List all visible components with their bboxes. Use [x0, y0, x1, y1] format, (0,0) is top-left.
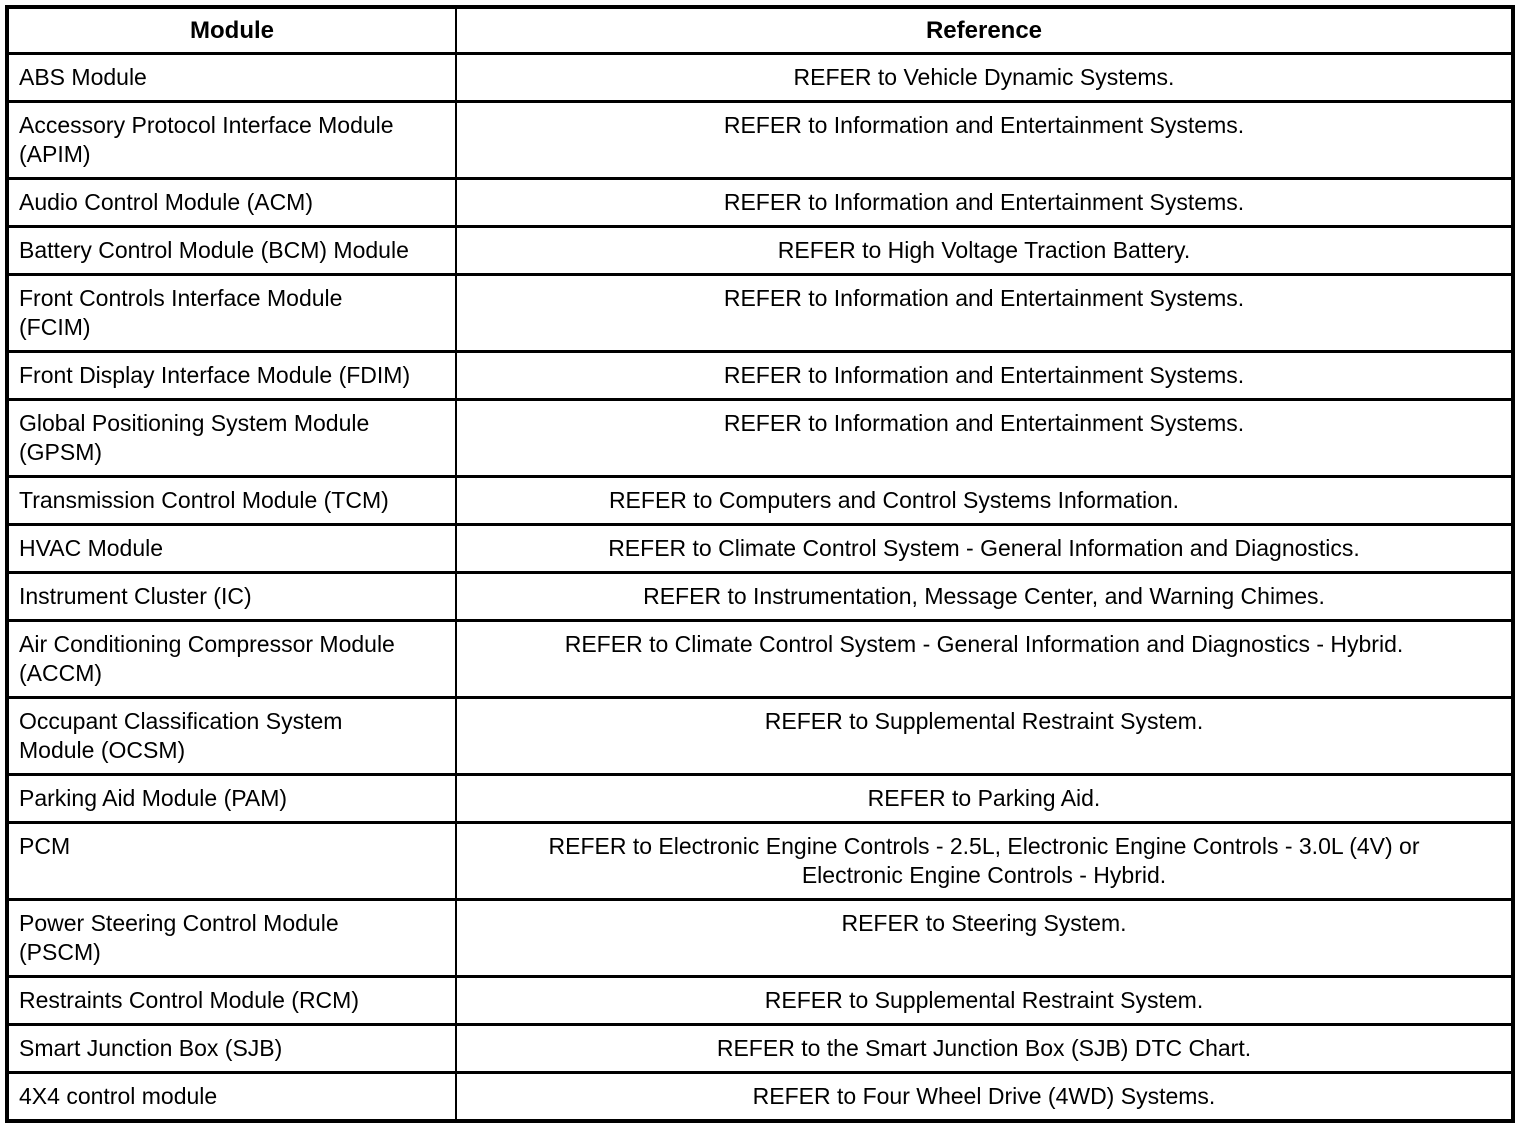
- table-row: Front Display Interface Module (FDIM) REF…: [5, 350, 1515, 401]
- table-row: Occupant Classification System Module (O…: [5, 696, 1515, 776]
- reference-cell: REFER to Information and Entertainment S…: [455, 100, 1515, 180]
- reference-cell: REFER to Information and Entertainment S…: [455, 398, 1515, 478]
- module-cell: Front Controls Interface Module (FCIM): [5, 273, 457, 353]
- reference-cell: REFER to Instrumentation, Message Center…: [455, 571, 1515, 622]
- module-cell: Air Conditioning Compressor Module (ACCM…: [5, 619, 457, 699]
- table-row: ABS Module REFER to Vehicle Dynamic Syste…: [5, 52, 1515, 103]
- module-cell: Transmission Control Module (TCM): [5, 475, 457, 526]
- reference-cell: REFER to Parking Aid.: [455, 773, 1515, 824]
- reference-cell: REFER to Supplemental Restraint System.: [455, 975, 1515, 1026]
- module-cell: Restraints Control Module (RCM): [5, 975, 457, 1026]
- table-row: PCM REFER to Electronic Engine Controls -…: [5, 821, 1515, 901]
- module-cell: Parking Aid Module (PAM): [5, 773, 457, 824]
- reference-cell: REFER to Electronic Engine Controls - 2.…: [455, 821, 1515, 901]
- module-cell: Accessory Protocol Interface Module (API…: [5, 100, 457, 180]
- module-cell: Instrument Cluster (IC): [5, 571, 457, 622]
- table-row: Transmission Control Module (TCM) REFER t…: [5, 475, 1515, 526]
- table-row: Battery Control Module (BCM) Module REFER…: [5, 225, 1515, 276]
- reference-cell: REFER to Climate Control System - Genera…: [455, 523, 1515, 574]
- module-cell: HVAC Module: [5, 523, 457, 574]
- table-row: Global Positioning System Module (GPSM) R…: [5, 398, 1515, 478]
- table-body: ABS Module REFER to Vehicle Dynamic Syste…: [5, 52, 1515, 1123]
- reference-cell: REFER to Steering System.: [455, 898, 1515, 978]
- table-row: Smart Junction Box (SJB) REFER to the Sma…: [5, 1023, 1515, 1074]
- table-row: 4X4 control module REFER to Four Wheel Dr…: [5, 1071, 1515, 1123]
- reference-cell: REFER to Four Wheel Drive (4WD) Systems.: [455, 1071, 1515, 1123]
- reference-cell: REFER to High Voltage Traction Battery.: [455, 225, 1515, 276]
- module-cell: Audio Control Module (ACM): [5, 177, 457, 228]
- module-cell: 4X4 control module: [5, 1071, 457, 1123]
- table-row: Audio Control Module (ACM) REFER to Infor…: [5, 177, 1515, 228]
- module-reference-table: Module Reference ABS Module REFER to Vehi…: [5, 5, 1515, 1123]
- reference-column-header: Reference: [455, 5, 1515, 55]
- table-row: Restraints Control Module (RCM) REFER to …: [5, 975, 1515, 1026]
- reference-cell: REFER to Climate Control System - Genera…: [455, 619, 1515, 699]
- table-row: Parking Aid Module (PAM) REFER to Parking…: [5, 773, 1515, 824]
- table-header: Module Reference: [5, 5, 1515, 55]
- module-cell: Smart Junction Box (SJB): [5, 1023, 457, 1074]
- module-cell: Front Display Interface Module (FDIM): [5, 350, 457, 401]
- reference-cell: REFER to Information and Entertainment S…: [455, 350, 1515, 401]
- reference-cell: REFER to the Smart Junction Box (SJB) DT…: [455, 1023, 1515, 1074]
- reference-cell: REFER to Supplemental Restraint System.: [455, 696, 1515, 776]
- module-column-header: Module: [5, 5, 457, 55]
- reference-cell: REFER to Computers and Control Systems I…: [455, 475, 1515, 526]
- table-row: Power Steering Control Module (PSCM) REFE…: [5, 898, 1515, 978]
- reference-cell: REFER to Information and Entertainment S…: [455, 177, 1515, 228]
- module-cell: Power Steering Control Module (PSCM): [5, 898, 457, 978]
- module-cell: PCM: [5, 821, 457, 901]
- table-row: Accessory Protocol Interface Module (API…: [5, 100, 1515, 180]
- table-row: HVAC Module REFER to Climate Control Syst…: [5, 523, 1515, 574]
- module-cell: Occupant Classification System Module (O…: [5, 696, 457, 776]
- reference-cell: REFER to Information and Entertainment S…: [455, 273, 1515, 353]
- module-cell: ABS Module: [5, 52, 457, 103]
- table-row: Front Controls Interface Module (FCIM) RE…: [5, 273, 1515, 353]
- table-row: Instrument Cluster (IC) REFER to Instrume…: [5, 571, 1515, 622]
- module-cell: Battery Control Module (BCM) Module: [5, 225, 457, 276]
- module-cell: Global Positioning System Module (GPSM): [5, 398, 457, 478]
- reference-cell: REFER to Vehicle Dynamic Systems.: [455, 52, 1515, 103]
- table-row: Air Conditioning Compressor Module (ACCM…: [5, 619, 1515, 699]
- header-row: Module Reference: [5, 5, 1515, 55]
